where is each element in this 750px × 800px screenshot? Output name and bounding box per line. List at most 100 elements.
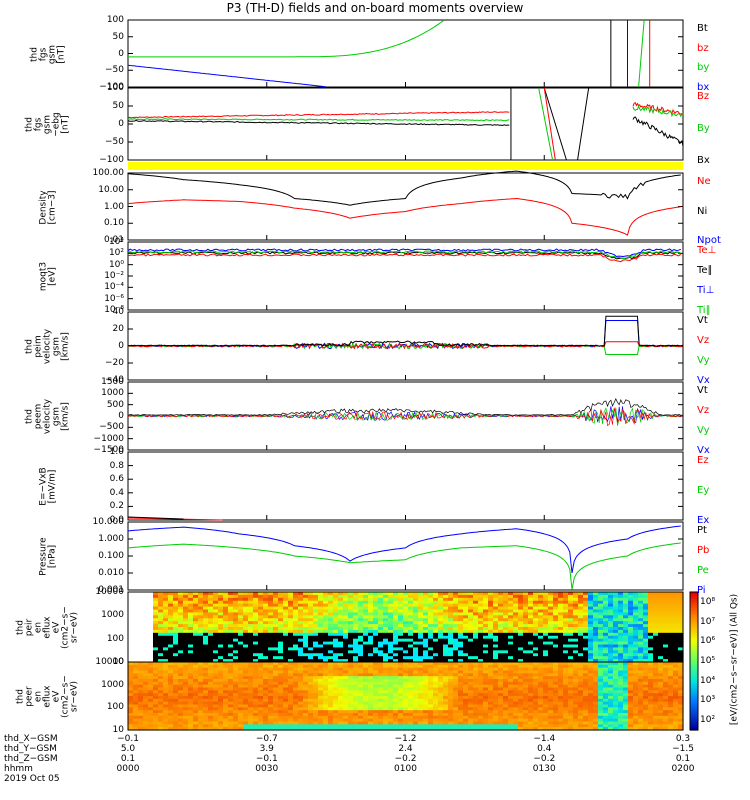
spectrogram-cell <box>663 615 669 619</box>
spectrogram-cell <box>158 638 164 643</box>
spectrogram-cell <box>178 653 184 657</box>
spectrogram-cell <box>388 647 394 651</box>
spectrogram-cell <box>603 600 609 605</box>
spectrogram-cell <box>343 690 349 694</box>
spectrogram-cell <box>318 644 324 649</box>
spectrogram-cell <box>278 676 284 680</box>
spectrogram-cell <box>453 713 459 717</box>
spectrogram-cell <box>203 707 209 711</box>
spectrogram-cell <box>278 724 284 728</box>
spectrogram-cell <box>553 612 559 616</box>
spectrogram-cell <box>638 632 644 637</box>
spectrogram-cell <box>298 624 304 628</box>
spectrogram-cell <box>223 704 229 708</box>
spectrogram-cell <box>373 713 379 717</box>
spectrogram-cell <box>243 624 249 628</box>
spectrogram-cell <box>348 715 354 720</box>
spectrogram-cell <box>458 721 464 725</box>
spectrogram-cell <box>618 618 624 622</box>
spectrogram-cell <box>183 647 189 651</box>
panel-frame-density <box>127 172 684 241</box>
spectrogram-cell <box>178 673 184 677</box>
spectrogram-cell <box>163 659 169 663</box>
spectrogram-cell <box>153 653 159 657</box>
spectrogram-cell <box>438 597 444 602</box>
spectrogram-cell <box>188 662 194 666</box>
spectrogram-cell <box>458 718 464 723</box>
spectrogram-cell <box>398 629 404 634</box>
spectrogram-cell <box>193 612 199 616</box>
spectrogram-cell <box>143 721 149 725</box>
spectrogram-cell <box>393 727 399 731</box>
spectrogram-cell <box>333 647 339 651</box>
spectrogram-cell <box>208 679 214 683</box>
spectrogram-cell <box>568 647 574 651</box>
spectrogram-cell <box>168 704 174 708</box>
spectrogram-cell <box>148 690 154 694</box>
spectrogram-cell <box>378 641 384 646</box>
spectrogram-cell <box>358 687 364 691</box>
spectrogram-cell <box>218 679 224 683</box>
spectrogram-cell <box>363 635 369 640</box>
spectrogram-cell <box>338 659 344 663</box>
spectrogram-cell <box>573 638 579 643</box>
spectrogram-cell <box>293 662 299 666</box>
spectrogram-cell <box>318 710 324 714</box>
spectrogram-cell <box>518 644 524 649</box>
spectrogram-cell <box>428 592 434 596</box>
spectrogram-cell <box>303 650 309 654</box>
spectrogram-cell <box>243 696 249 700</box>
spectrogram-cell <box>563 673 569 677</box>
spectrogram-cell <box>148 673 154 677</box>
spectrogram-cell <box>298 647 304 651</box>
spectrogram-cell <box>128 721 134 725</box>
spectrogram-cell <box>468 698 474 703</box>
spectrogram-cell <box>138 679 144 683</box>
spectrogram-cell <box>513 673 519 677</box>
spectrogram-cell <box>208 681 214 686</box>
spectrogram-cell <box>438 656 444 660</box>
spectrogram-cell <box>398 670 404 674</box>
spectrogram-cell <box>298 679 304 683</box>
spectrogram-cell <box>228 696 234 700</box>
spectrogram-cell <box>238 632 244 637</box>
spectrogram-cell <box>133 673 139 677</box>
spectrogram-cell <box>253 676 259 680</box>
spectrogram-cell <box>288 615 294 619</box>
spectrogram-cell <box>338 635 344 640</box>
spectrogram-cell <box>573 603 579 608</box>
spectrogram-cell <box>143 715 149 720</box>
spectrogram-cell <box>318 696 324 700</box>
spectrogram-cell <box>248 673 254 677</box>
spectrogram-cell <box>343 676 349 680</box>
spectrogram-cell <box>343 594 349 599</box>
spectrogram-cell <box>643 592 649 596</box>
spectrogram-cell <box>173 647 179 651</box>
spectrogram-cell <box>218 710 224 714</box>
spectrogram-cell <box>478 707 484 711</box>
spectrogram-cell <box>173 704 179 708</box>
spectrogram-cell <box>133 724 139 728</box>
spectrogram-cell <box>328 693 334 697</box>
spectrogram-cell <box>148 618 154 622</box>
spectrogram-cell <box>418 594 424 599</box>
spectrogram-cell <box>328 638 334 643</box>
spectrogram-cell <box>258 653 264 657</box>
spectrogram-cell <box>328 701 334 706</box>
spectrogram-cell <box>423 641 429 646</box>
spectrogram-cell <box>273 656 279 660</box>
spectrogram-cell <box>553 693 559 697</box>
spectrogram-cell <box>393 603 399 608</box>
spectrogram-cell <box>148 696 154 700</box>
spectrogram-cell <box>208 632 214 637</box>
spectrogram-cell <box>443 612 449 616</box>
spectrogram-cell <box>388 621 394 625</box>
spectrogram-cell <box>463 710 469 714</box>
spectrogram-cell <box>238 612 244 616</box>
spectrogram-cell <box>378 721 384 725</box>
spectrogram-cell <box>238 656 244 660</box>
spectrogram-cell <box>413 656 419 660</box>
spectrogram-cell <box>423 721 429 725</box>
spectrogram-cell <box>153 641 159 646</box>
spectrogram-cell <box>368 618 374 622</box>
